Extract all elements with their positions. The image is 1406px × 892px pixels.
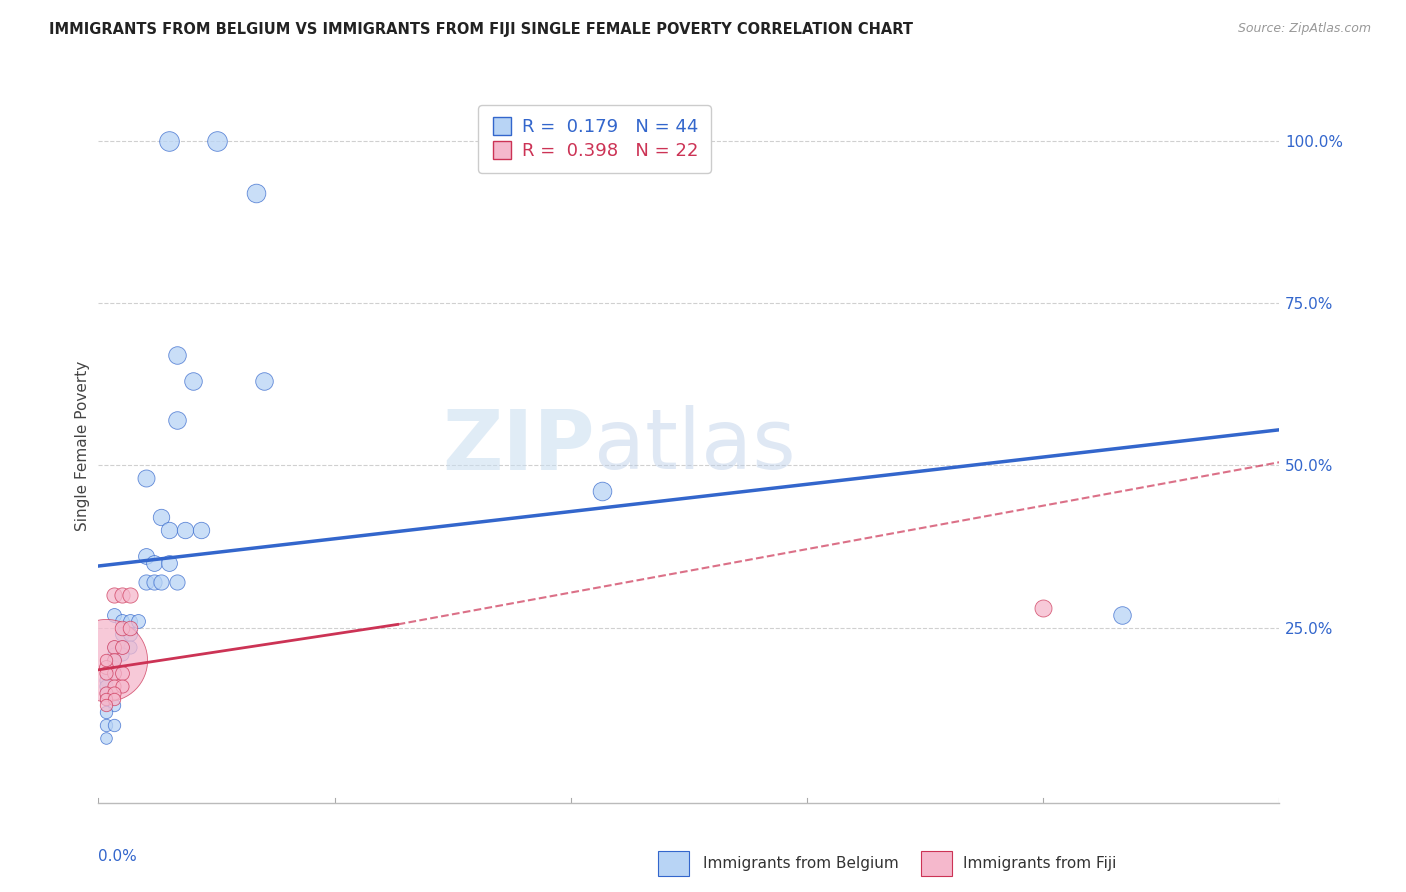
Point — [118, 627, 141, 641]
Point — [135, 471, 157, 485]
Point — [111, 640, 134, 654]
Y-axis label: Single Female Poverty: Single Female Poverty — [75, 361, 90, 531]
Point — [103, 647, 125, 661]
Point — [111, 588, 134, 602]
Point — [111, 614, 134, 628]
Text: Immigrants from Belgium: Immigrants from Belgium — [703, 856, 898, 871]
Point — [96, 692, 118, 706]
Point — [111, 647, 134, 661]
Point — [1032, 601, 1054, 615]
Point — [96, 653, 118, 667]
Point — [111, 621, 134, 635]
Point — [96, 679, 118, 693]
Point — [96, 685, 118, 699]
Point — [111, 679, 134, 693]
Point — [96, 705, 118, 719]
Legend: R =  0.179   N = 44, R =  0.398   N = 22: R = 0.179 N = 44, R = 0.398 N = 22 — [478, 105, 710, 173]
Point — [103, 679, 125, 693]
Point — [111, 666, 134, 681]
Point — [103, 607, 125, 622]
Point — [111, 627, 134, 641]
Point — [96, 731, 118, 745]
Point — [103, 692, 125, 706]
Point — [253, 374, 276, 388]
Point — [103, 653, 125, 667]
Point — [190, 524, 212, 538]
Point — [103, 698, 125, 713]
Point — [96, 666, 118, 681]
Point — [118, 640, 141, 654]
Point — [103, 666, 125, 681]
Point — [1111, 607, 1133, 622]
Point — [157, 134, 180, 148]
Point — [166, 413, 188, 427]
Point — [103, 588, 125, 602]
Point — [135, 549, 157, 564]
Point — [103, 659, 125, 673]
Point — [118, 588, 141, 602]
Point — [103, 718, 125, 732]
Point — [96, 673, 118, 687]
Point — [181, 374, 204, 388]
Point — [150, 510, 173, 524]
Point — [103, 666, 125, 681]
Text: 0.0%: 0.0% — [98, 849, 138, 864]
Point — [127, 614, 149, 628]
Point — [142, 575, 165, 590]
Point — [96, 698, 118, 713]
Point — [142, 556, 165, 570]
Point — [245, 186, 267, 200]
Point — [157, 524, 180, 538]
Point — [103, 685, 125, 699]
Text: Immigrants from Fiji: Immigrants from Fiji — [963, 856, 1116, 871]
Point — [103, 640, 125, 654]
Point — [174, 524, 197, 538]
Point — [96, 685, 118, 699]
Point — [111, 640, 134, 654]
Point — [135, 575, 157, 590]
Point — [96, 692, 118, 706]
Point — [96, 659, 118, 673]
Point — [118, 621, 141, 635]
Point — [96, 718, 118, 732]
Point — [103, 653, 125, 667]
Point — [205, 134, 228, 148]
Point — [166, 575, 188, 590]
Point — [103, 640, 125, 654]
Text: IMMIGRANTS FROM BELGIUM VS IMMIGRANTS FROM FIJI SINGLE FEMALE POVERTY CORRELATIO: IMMIGRANTS FROM BELGIUM VS IMMIGRANTS FR… — [49, 22, 914, 37]
Point — [157, 556, 180, 570]
Point — [166, 348, 188, 362]
Point — [150, 575, 173, 590]
Point — [118, 614, 141, 628]
Text: Source: ZipAtlas.com: Source: ZipAtlas.com — [1237, 22, 1371, 36]
Point — [96, 653, 118, 667]
Text: atlas: atlas — [595, 406, 796, 486]
Text: ZIP: ZIP — [441, 406, 595, 486]
Point — [591, 484, 613, 499]
